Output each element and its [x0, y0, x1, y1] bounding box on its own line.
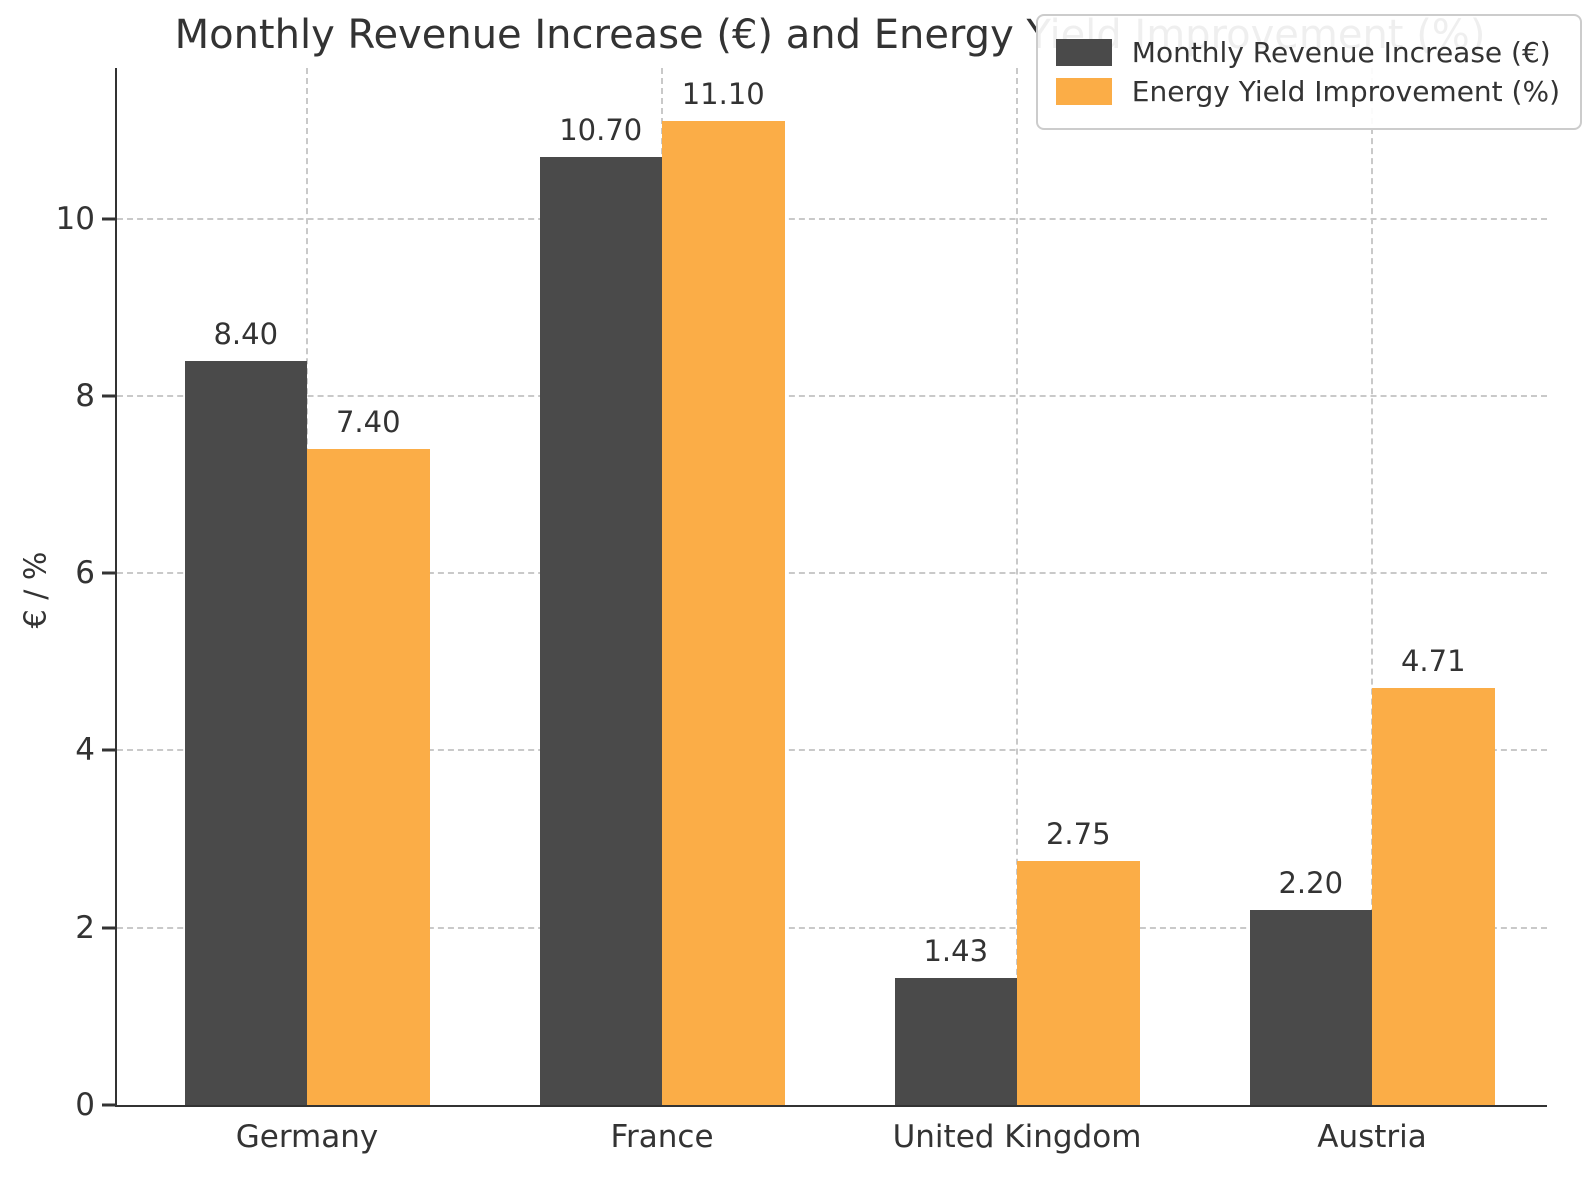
- legend: Monthly Revenue Increase (€) Energy Yiel…: [1035, 14, 1582, 130]
- bar-value-label: 2.20: [1278, 866, 1344, 901]
- y-tick-label: 10: [55, 200, 95, 237]
- bar-value-label: 2.75: [1045, 817, 1111, 852]
- y-gridline: [117, 572, 1547, 575]
- x-gridline: [1016, 68, 1018, 1105]
- bar-yield-france: [662, 121, 785, 1105]
- bar-yield-austria: [1372, 687, 1495, 1105]
- bar-value-label: 1.43: [923, 934, 989, 969]
- bar-revenue-united-kingdom: [894, 978, 1017, 1105]
- legend-swatch-revenue: [1055, 39, 1112, 66]
- y-tick-label: 8: [75, 377, 95, 414]
- legend-entry-yield: Energy Yield Improvement (%): [1055, 75, 1560, 108]
- bar-revenue-france: [539, 156, 662, 1105]
- x-tick-label: Germany: [235, 1119, 379, 1155]
- y-gridline: [117, 749, 1547, 752]
- y-tick-label: 0: [75, 1087, 95, 1123]
- legend-label-revenue: Monthly Revenue Increase (€): [1131, 36, 1551, 69]
- y-gridline: [117, 394, 1547, 397]
- x-tick-label: France: [610, 1119, 714, 1155]
- y-tick-label: 4: [75, 732, 95, 769]
- bar-value-label: 7.40: [335, 405, 401, 440]
- y-tick-mark: [102, 748, 115, 752]
- bar-value-label: 11.10: [681, 77, 765, 112]
- y-tick-mark: [102, 926, 115, 930]
- x-gridline: [1371, 68, 1373, 1105]
- bar-value-label: 4.71: [1400, 643, 1466, 678]
- y-axis-label: € / %: [18, 551, 54, 629]
- bar-value-label: 8.40: [213, 316, 279, 351]
- legend-entry-revenue: Monthly Revenue Increase (€): [1055, 36, 1560, 69]
- y-tick-label: 6: [75, 555, 95, 592]
- plot-area: 0 2 4 6 8 10 Germany France United Kingdom Austri…: [56, 68, 1547, 1155]
- bar-yield-united-kingdom: [1017, 861, 1140, 1105]
- x-tick-label: Austria: [1317, 1119, 1427, 1155]
- y-tick-mark: [102, 217, 115, 221]
- bar-revenue-austria: [1249, 910, 1372, 1105]
- y-gridline: [117, 926, 1547, 929]
- y-tick-mark: [102, 1103, 115, 1107]
- bar-yield-germany: [307, 449, 430, 1105]
- y-tick-mark: [102, 571, 115, 575]
- bar-value-label: 10.70: [559, 112, 643, 147]
- y-gridline: [117, 217, 1547, 220]
- y-tick-mark: [102, 394, 115, 398]
- bar-revenue-germany: [184, 360, 307, 1105]
- y-tick-label: 2: [75, 909, 95, 946]
- x-tick-label: United Kingdom: [892, 1119, 1142, 1155]
- legend-label-yield: Energy Yield Improvement (%): [1131, 75, 1560, 108]
- legend-swatch-yield: [1055, 78, 1112, 105]
